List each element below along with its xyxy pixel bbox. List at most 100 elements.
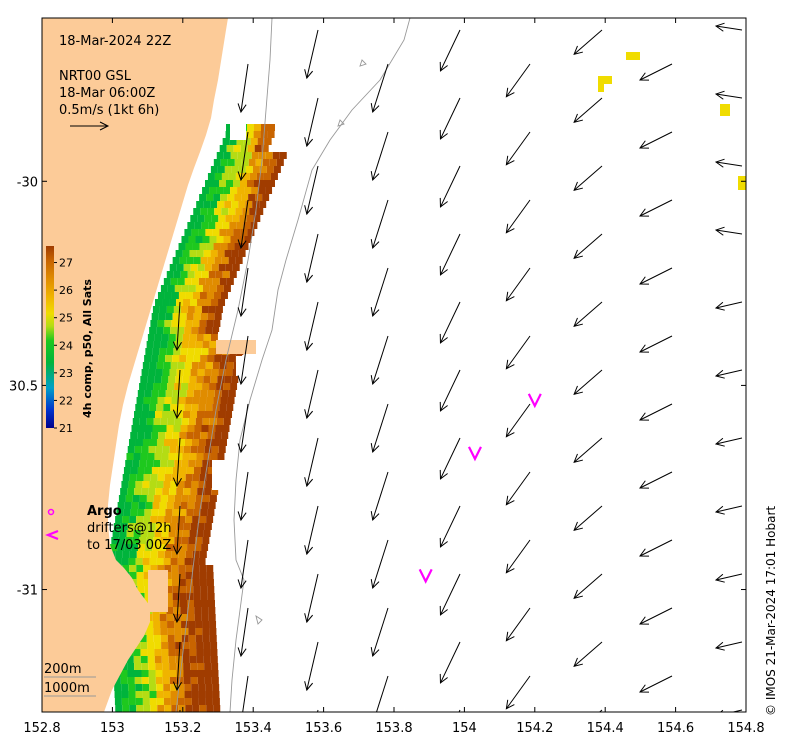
sst-pixel [169,523,177,530]
sst-pixel [185,551,193,558]
sst-pixel [204,264,212,271]
y-tick-label: 30.5 [9,379,38,394]
sst-pixel [220,194,228,201]
sst-pixel [121,684,129,691]
sst-pixel [158,390,166,397]
current-arrowhead [714,505,725,515]
sst-pixel [214,257,222,264]
sst-pixel [126,453,134,460]
current-arrow [715,437,743,445]
sst-pixel [187,600,194,607]
sst-pixel [163,404,171,411]
sst-pixel [196,649,204,656]
sst-pixel [164,579,172,586]
sst-pixel [197,663,205,670]
sst-pixel [211,299,219,306]
sst-pixel [213,705,221,712]
sst-pixel [161,453,169,460]
x-tick-label: 153 [100,721,125,736]
sst-pixel [148,677,156,684]
sst-pixel [156,481,164,488]
sst-pixel [155,299,163,306]
sst-pixel [157,474,165,481]
sst-pixel [187,614,195,621]
sst-pixel [171,474,179,481]
sst-pixel [196,656,204,663]
sst-pixel [193,467,201,474]
sst-pixel [201,502,209,509]
sst-pixel [216,236,224,243]
sst-pixel [209,621,217,628]
sst-pixel [192,292,200,299]
sst-pixel [114,691,122,698]
sst-pixel [185,397,193,404]
sst-pixel [134,670,142,677]
sst-pixel [122,551,130,558]
sst-pixel [181,537,189,544]
sst-pixel [129,572,137,579]
sst-pixel [176,677,184,684]
sst-pixel [738,176,746,190]
sst-pixel [176,488,184,495]
sst-pixel [233,229,241,236]
sst-pixel [147,656,155,663]
sst-pixel [162,411,170,418]
sst-pixel [153,621,161,628]
sst-pixel [230,236,238,243]
sst-pixel [188,537,196,544]
sst-pixel [195,537,203,544]
sst-pixel [268,180,275,187]
sst-pixel [187,544,195,551]
sst-pixel [128,691,136,698]
sst-pixel [216,187,224,194]
sst-pixel [193,593,201,600]
sst-pixel [162,299,170,306]
sst-pixel [229,138,237,145]
argo-marker [467,446,482,462]
sst-pixel [179,432,187,439]
sst-pixel [201,607,209,614]
sst-pixel [212,698,220,705]
sst-pixel [135,684,143,691]
sst-pixel [157,551,165,558]
sst-pixel [245,166,253,173]
colorbar-tick-label: 21 [59,422,73,435]
sst-pixel [201,271,209,278]
current-arrow [306,641,319,691]
current-arrow [505,607,531,641]
current-arrow [372,267,389,317]
sst-pixel [209,187,217,194]
sst-pixel [167,341,175,348]
current-arrowhead [370,375,380,386]
sst-pixel [210,453,218,460]
current-arrowhead [639,344,650,353]
current-arrow [573,301,603,327]
sst-pixel [205,229,213,236]
sst-pixel [147,530,155,537]
current-arrow [440,165,461,208]
sst-pixel [190,369,198,376]
sst-pixel [154,656,162,663]
sst-pixel [121,698,129,705]
sst-pixel [172,432,180,439]
sst-pixel [259,201,267,208]
sst-pixel [178,243,186,250]
sst-pixel [127,488,135,495]
sst-pixel [171,579,179,586]
sst-pixel [598,76,612,84]
sst-pixel [155,670,163,677]
sst-pixel [231,201,239,208]
product-time-label: 18-Mar 06:00Z [59,86,156,101]
sst-pixel [262,194,270,201]
current-arrow [639,403,673,421]
sst-pixel [120,523,128,530]
current-arrow [440,301,461,344]
sst-pixel [234,243,242,250]
sst-pixel [167,495,175,502]
sst-pixel [187,348,195,355]
current-arrowhead [237,307,247,318]
sst-pixel [156,327,164,334]
sst-pixel [206,565,214,572]
sst-pixel [171,572,179,579]
sst-pixel [162,677,170,684]
